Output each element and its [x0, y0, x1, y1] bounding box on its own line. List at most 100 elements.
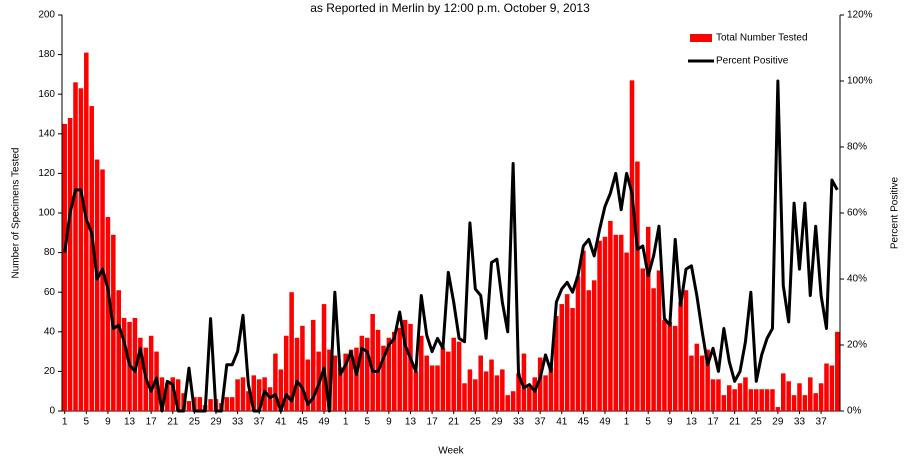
bar [613, 234, 619, 411]
bar [354, 347, 359, 411]
bar [381, 345, 386, 411]
bar [483, 371, 489, 411]
bar [62, 123, 67, 412]
bar [829, 365, 835, 411]
bar [770, 389, 775, 411]
bar [559, 304, 565, 411]
bar [294, 337, 300, 411]
bar [602, 236, 608, 411]
bar [359, 335, 365, 411]
bar [748, 389, 754, 411]
bar [473, 379, 478, 411]
bar [608, 220, 613, 411]
legend-label: Total Number Tested [716, 33, 808, 44]
y-tick-label: 80 [44, 247, 56, 258]
bar [753, 389, 759, 411]
bar [635, 161, 640, 411]
legend-label: Percent Positive [716, 56, 789, 67]
bar [116, 290, 121, 411]
x-tick-label: 37 [816, 417, 828, 428]
bar [300, 325, 305, 411]
line [63, 79, 839, 413]
x-tick-label: 33 [513, 417, 525, 428]
x-tick-label: 1 [624, 417, 630, 428]
x-tick-label: 29 [772, 417, 784, 428]
bar [797, 383, 802, 411]
bar [446, 351, 451, 411]
bar [451, 337, 456, 411]
bar [462, 383, 467, 411]
bar [813, 393, 818, 411]
bar [229, 397, 235, 411]
bar [332, 355, 338, 411]
bar [348, 349, 354, 411]
bar [489, 359, 494, 411]
bar [532, 377, 538, 411]
bar [273, 353, 278, 411]
y-tick-label: 60 [44, 287, 56, 298]
x-tick-label: 13 [405, 417, 417, 428]
bar [370, 313, 375, 411]
bar [429, 365, 435, 411]
bar [629, 80, 635, 411]
bar [656, 270, 662, 411]
bar [435, 365, 440, 411]
bar [364, 337, 370, 411]
chart-title: as Reported in Merlin by 12:00 p.m. Octo… [310, 1, 590, 15]
bar [726, 385, 732, 411]
bar [321, 304, 327, 411]
bar [548, 367, 554, 411]
y2-tick-label: 40% [847, 274, 867, 285]
bar [554, 315, 559, 411]
bar [743, 377, 748, 411]
bar [132, 317, 138, 411]
x-tick-label: 49 [318, 417, 330, 428]
bar [386, 337, 392, 411]
bar [494, 375, 500, 411]
x-axis-title: Week [438, 446, 464, 457]
bar [591, 280, 597, 411]
bar [586, 290, 592, 411]
bar [521, 353, 527, 411]
bar [208, 399, 213, 411]
x-tick-label: 25 [751, 417, 763, 428]
x-tick-label: 25 [189, 417, 201, 428]
x-tick-label: 17 [146, 417, 158, 428]
bar [581, 250, 586, 411]
bar [716, 379, 721, 411]
bar [694, 343, 700, 411]
bar [775, 407, 781, 411]
bar [402, 319, 408, 411]
bar [186, 401, 192, 411]
bar [283, 335, 289, 411]
bar [808, 377, 813, 411]
y-tick-label: 40 [44, 326, 56, 337]
bar [413, 371, 419, 411]
bar [175, 379, 181, 411]
bar [705, 349, 710, 411]
bar [408, 323, 413, 411]
bar [467, 369, 473, 411]
y2-axis-title: Percent Positive [890, 176, 901, 249]
bar [505, 395, 510, 411]
x-tick-label: 29 [491, 417, 503, 428]
x-tick-label: 9 [386, 417, 392, 428]
x-tick-label: 5 [364, 417, 370, 428]
x-tick-label: 5 [645, 417, 651, 428]
bar [516, 373, 521, 411]
x-tick-label: 29 [210, 417, 222, 428]
x-tick-label: 45 [578, 417, 590, 428]
y-tick-label: 0 [49, 406, 55, 417]
bar [689, 355, 694, 411]
bar [651, 288, 656, 411]
bar [624, 252, 629, 411]
bar [246, 391, 251, 411]
x-tick-label: 41 [275, 417, 287, 428]
bar [240, 377, 246, 411]
bar [478, 355, 483, 411]
bar [737, 383, 743, 411]
y2-tick-label: 20% [847, 340, 867, 351]
y-tick-label: 20 [44, 366, 56, 377]
bar [683, 290, 689, 411]
